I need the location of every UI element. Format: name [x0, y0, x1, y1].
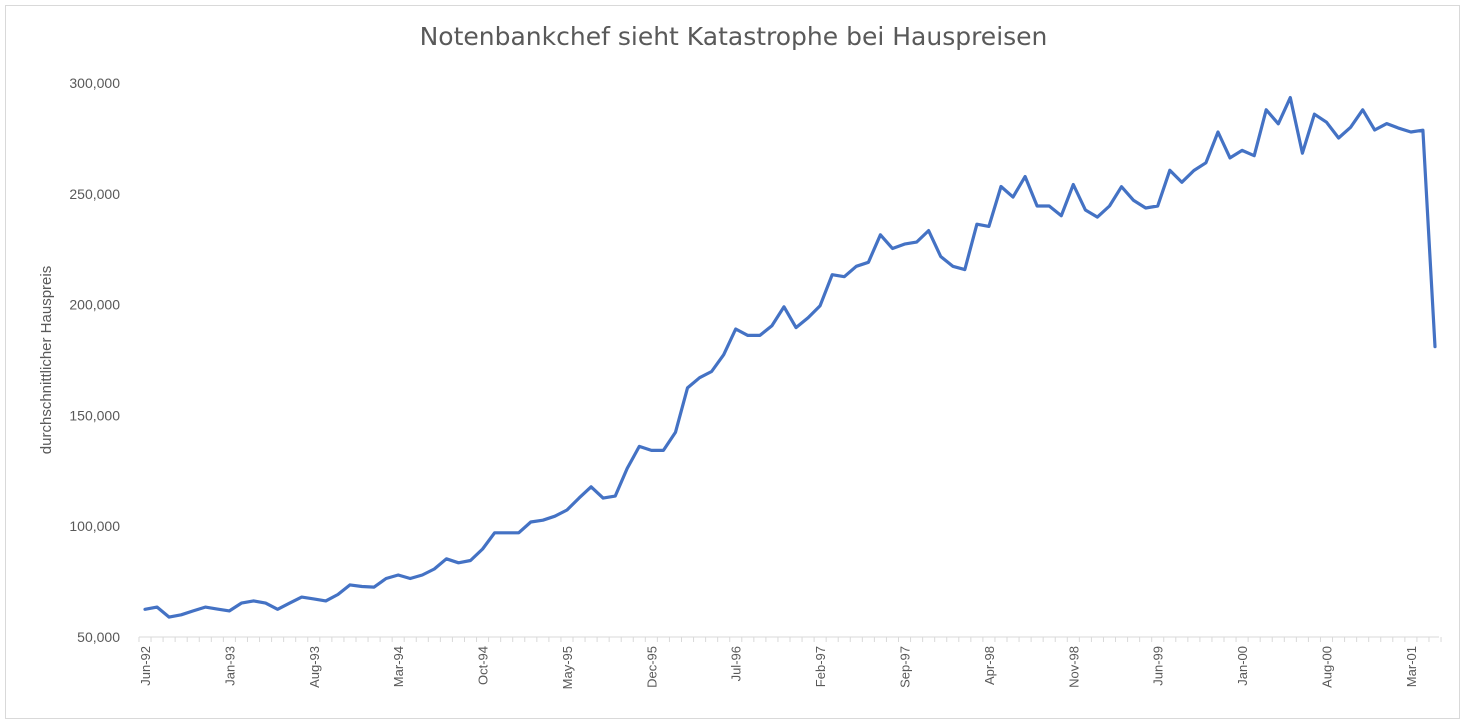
- y-tick-label: 200,000: [69, 297, 120, 313]
- series-line: [143, 95, 1437, 619]
- x-tick-label: Mar-94: [391, 646, 406, 687]
- x-tick-label: Oct-94: [476, 646, 491, 685]
- x-tick-label: Jan-00: [1235, 646, 1250, 686]
- x-tick-label: Dec-95: [644, 646, 659, 688]
- x-tick-label: Jan-93: [222, 646, 237, 686]
- x-axis-tick-marks: [138, 637, 1442, 642]
- y-tick-label: 300,000: [69, 75, 120, 91]
- y-axis-ticks: 50,000 100,000 150,000 200,000 250,000 300,00…: [69, 75, 120, 645]
- chart-title: Notenbankchef sieht Katastrophe bei Haus…: [419, 22, 1048, 51]
- x-tick-label: Jun-92: [138, 646, 153, 686]
- x-tick-label: Mar-01: [1404, 646, 1419, 687]
- x-tick-label: Aug-00: [1320, 646, 1335, 688]
- y-axis-label: durchschnittlicher Hauspreis: [38, 266, 55, 454]
- x-tick-label: Nov-98: [1066, 646, 1081, 688]
- y-tick-label: 150,000: [69, 407, 120, 423]
- x-tick-label: May-95: [560, 646, 575, 689]
- x-tick-label: Sep-97: [898, 646, 913, 688]
- x-tick-label: Aug-93: [307, 646, 322, 688]
- x-tick-label: Feb-97: [813, 646, 828, 687]
- x-tick-label: Apr-98: [982, 646, 997, 685]
- x-axis-ticks: Jun-92 Jan-93 Aug-93 Mar-94 Oct-94 May-95 Dec-…: [138, 646, 1419, 689]
- chart-area: [5, 5, 1460, 719]
- y-tick-label: 50,000: [77, 629, 120, 645]
- x-tick-label: Jun-99: [1151, 646, 1166, 686]
- x-tick-label: Jul-96: [729, 646, 744, 681]
- y-tick-label: 100,000: [69, 518, 120, 534]
- y-tick-label: 250,000: [69, 186, 120, 202]
